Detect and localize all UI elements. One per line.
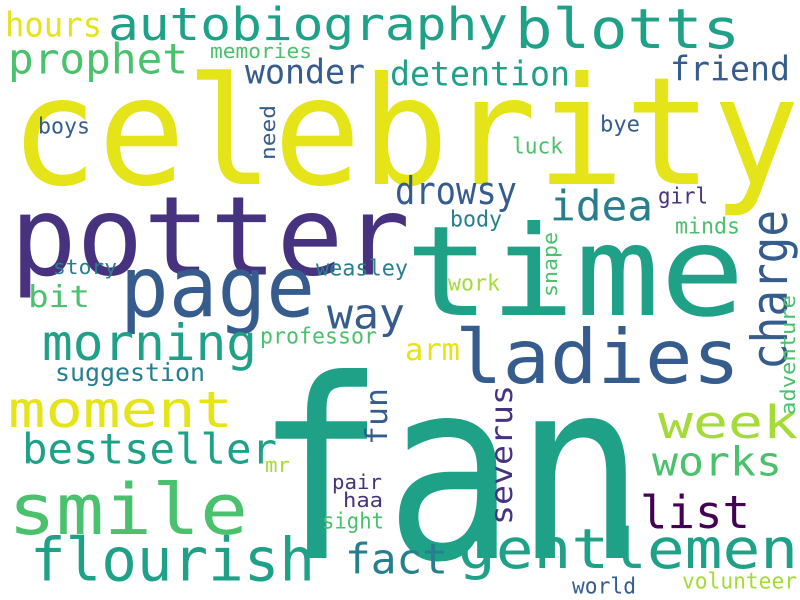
word-way: way — [327, 289, 405, 339]
word-works: works — [652, 438, 782, 486]
word-body: body — [450, 206, 502, 232]
word-mr: mr — [265, 453, 290, 477]
word-girl: girl — [658, 183, 708, 209]
word-idea: idea — [550, 181, 653, 231]
word-pair: pair — [332, 470, 382, 494]
word-boys: boys — [38, 113, 90, 139]
word-fact: fact — [345, 534, 448, 584]
word-need: need — [256, 105, 280, 160]
word-blotts: blotts — [515, 0, 740, 62]
word-fan: fan — [255, 325, 645, 600]
word-page: page — [120, 237, 315, 337]
word-snape: snape — [538, 232, 562, 297]
word-professor: professor — [260, 323, 377, 349]
word-flourish: flourish — [30, 524, 315, 595]
word-haa: haa — [343, 488, 383, 512]
word-moment: moment — [8, 380, 233, 439]
word-friend: friend — [670, 48, 790, 89]
word-morning: morning — [42, 313, 257, 372]
word-memories: memories — [210, 39, 312, 63]
word-wonder: wonder — [245, 51, 365, 92]
word-hours: hours — [5, 4, 102, 45]
word-work: work — [448, 270, 500, 296]
word-arm: arm — [405, 332, 460, 368]
word-story: story — [53, 255, 117, 279]
word-adventure: adventure — [776, 295, 800, 415]
word-world: world — [572, 573, 636, 599]
word-ladies: ladies — [455, 313, 740, 401]
word-bestseller: bestseller — [22, 424, 277, 474]
word-sight: sight — [322, 508, 384, 534]
word-luck: luck — [512, 133, 563, 159]
word-gentlemen: gentlemen — [458, 517, 798, 582]
word-suggestion: suggestion — [55, 357, 205, 387]
word-detention: detention — [390, 53, 570, 94]
word-potter: potter — [10, 172, 410, 301]
word-prophet: prophet — [8, 34, 188, 84]
word-list: list — [640, 485, 750, 539]
word-bit: bit — [28, 279, 90, 315]
word-week: week — [658, 395, 798, 449]
word-autobiography: autobiography — [108, 0, 508, 51]
word-severus: severus — [484, 385, 520, 525]
word-drowsy: drowsy — [395, 168, 517, 214]
word-time: time — [405, 198, 745, 345]
word-minds: minds — [675, 213, 740, 239]
word-smile: smile — [8, 468, 249, 551]
word-celebrity: celebrity — [10, 44, 800, 220]
word-bye: bye — [600, 111, 640, 137]
word-weasley: weasley — [316, 255, 408, 281]
word-volunteer: volunteer — [682, 568, 797, 594]
word-fun: fun — [359, 388, 395, 445]
